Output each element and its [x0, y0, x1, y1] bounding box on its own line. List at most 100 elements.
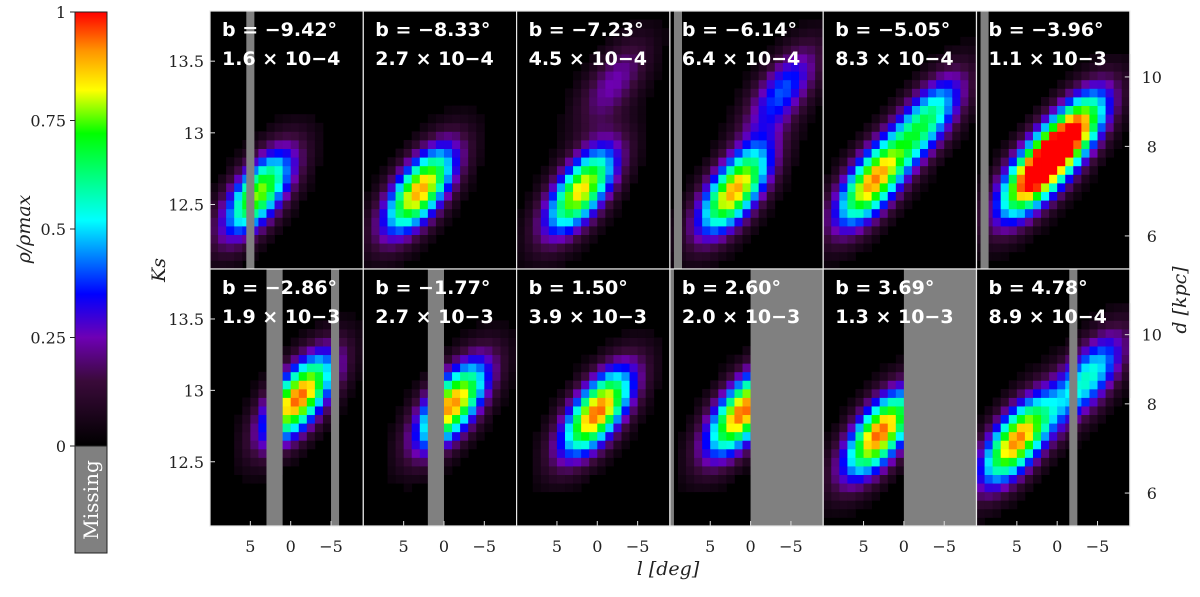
- heatmap-cell: [766, 200, 776, 210]
- heatmap-cell: [1105, 54, 1115, 63]
- heatmap-cell: [1024, 208, 1034, 218]
- heatmap-cell: [863, 457, 873, 467]
- heatmap-cell: [928, 88, 937, 98]
- heatmap-cell: [379, 165, 388, 175]
- heatmap-cell: [1008, 380, 1018, 390]
- heatmap-cell: [871, 191, 881, 201]
- distance-tick-label: 6: [1147, 484, 1157, 503]
- heatmap-cell: [597, 97, 606, 106]
- heatmap-cell: [887, 363, 897, 373]
- heatmap-cell: [460, 388, 469, 398]
- heatmap-cell: [726, 122, 735, 132]
- heatmap-cell: [452, 431, 461, 441]
- heatmap-cell: [613, 157, 622, 167]
- heatmap-cell: [565, 243, 574, 253]
- heatmap-cell: [653, 71, 663, 81]
- heatmap-cell: [1008, 388, 1018, 398]
- heatmap-cell: [782, 174, 792, 184]
- heatmap-cell: [1065, 140, 1074, 149]
- heatmap-cell: [1008, 474, 1018, 484]
- panel: [515, 10, 671, 270]
- heatmap-cell: [468, 440, 477, 450]
- heatmap-cell: [686, 243, 695, 253]
- heatmap-cell: [1081, 122, 1090, 132]
- heatmap-cell: [548, 414, 558, 424]
- heatmap-cell: [1097, 131, 1106, 141]
- heatmap-cell: [484, 363, 493, 373]
- heatmap-cell: [314, 414, 324, 424]
- heatmap-cell: [726, 354, 735, 364]
- heatmap-cell: [742, 346, 751, 356]
- heatmap-cell: [605, 380, 614, 390]
- heatmap-cell: [960, 97, 969, 106]
- heatmap-cell: [734, 208, 743, 218]
- heatmap-cell: [1073, 363, 1082, 373]
- heatmap-cell: [1105, 114, 1115, 124]
- heatmap-cell: [718, 208, 727, 218]
- heatmap-cell: [565, 440, 574, 450]
- heatmap-cell: [613, 36, 622, 46]
- heatmap-cell: [847, 174, 856, 184]
- heatmap-cell: [282, 122, 292, 132]
- heatmap-cell: [556, 474, 566, 484]
- heatmap-cell: [928, 54, 937, 63]
- heatmap-cell: [435, 200, 445, 210]
- heatmap-cell: [831, 260, 840, 270]
- heatmap-cell: [734, 380, 743, 390]
- heatmap-cell: [210, 208, 219, 218]
- heatmap-cell: [581, 423, 590, 433]
- heatmap-cell: [871, 491, 881, 501]
- heatmap-cell: [1057, 114, 1066, 124]
- heatmap-cell: [798, 28, 808, 38]
- heatmap-cell: [911, 105, 921, 115]
- heatmap-cell: [419, 466, 429, 475]
- heatmap-cell: [718, 371, 727, 381]
- heatmap-cell: [1024, 226, 1034, 235]
- heatmap-cell: [790, 79, 800, 89]
- heatmap-cell: [452, 131, 461, 141]
- heatmap-cell: [734, 226, 743, 235]
- heatmap-cell: [621, 148, 630, 158]
- heatmap-cell: [218, 183, 227, 192]
- heatmap-cell: [540, 474, 550, 484]
- colorbar-missing-label: Missing: [79, 460, 103, 540]
- heatmap-cell: [234, 191, 243, 201]
- heatmap-cell: [597, 140, 606, 149]
- heatmap-cell: [298, 131, 308, 141]
- heatmap-cell: [839, 243, 848, 253]
- heatmap-cell: [468, 140, 477, 149]
- heatmap-cell: [1000, 406, 1010, 416]
- heatmap-cell: [613, 371, 622, 381]
- heatmap-cell: [443, 114, 453, 124]
- heatmap-cell: [1049, 131, 1058, 141]
- heatmap-cell: [718, 406, 727, 416]
- heatmap-cell: [573, 140, 582, 149]
- heatmap-cell: [855, 243, 864, 253]
- heatmap-cell: [460, 414, 469, 424]
- heatmap-cell: [702, 431, 711, 441]
- heatmap-cell: [871, 165, 881, 175]
- heatmap-cell: [250, 457, 259, 467]
- heatmap-cell: [702, 174, 711, 184]
- heatmap-cell: [774, 45, 784, 55]
- heatmap-cell: [565, 406, 574, 416]
- heatmap-cell: [274, 174, 284, 184]
- heatmap-cell: [621, 423, 630, 433]
- heatmap-cell: [992, 148, 1002, 158]
- heatmap-cell: [677, 457, 687, 467]
- heatmap-cell: [944, 62, 953, 72]
- heatmap-cell: [1041, 406, 1050, 416]
- heatmap-cell: [686, 234, 695, 244]
- heatmap-cell: [887, 397, 897, 407]
- heatmap-cell: [1024, 183, 1034, 192]
- heatmap-cell: [879, 440, 889, 450]
- heatmap-cell: [1081, 423, 1090, 433]
- heatmap-cell: [452, 457, 461, 467]
- heatmap-cell: [395, 406, 405, 416]
- heatmap-cell: [565, 165, 574, 175]
- heatmap-cell: [435, 122, 445, 132]
- heatmap-cell: [1073, 88, 1082, 98]
- heatmap-cell: [565, 97, 574, 106]
- heatmap-cell: [613, 131, 622, 141]
